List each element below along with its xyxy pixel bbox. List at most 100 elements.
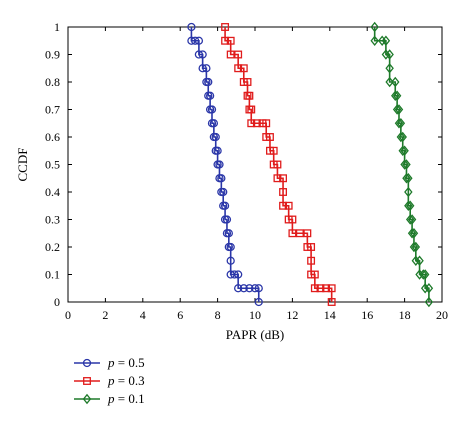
data-point bbox=[207, 105, 217, 114]
data-point bbox=[224, 229, 233, 238]
data-point bbox=[307, 256, 316, 265]
data-point bbox=[230, 270, 239, 279]
y-tick-label: 1 bbox=[54, 20, 60, 34]
data-point bbox=[391, 76, 400, 88]
data-point bbox=[273, 160, 282, 169]
data-point bbox=[391, 90, 400, 101]
x-tick-label: 10 bbox=[249, 308, 261, 322]
data-point bbox=[209, 119, 219, 128]
data-point bbox=[396, 118, 406, 129]
data-point bbox=[222, 215, 232, 224]
data-point bbox=[221, 23, 230, 31]
data-point bbox=[424, 283, 434, 294]
data-point bbox=[239, 284, 248, 293]
data-point bbox=[252, 119, 261, 128]
y-tick-label: 0.6 bbox=[45, 130, 60, 144]
data-point bbox=[194, 50, 204, 59]
data-point bbox=[310, 270, 319, 279]
data-point bbox=[398, 145, 407, 156]
data-point bbox=[405, 214, 415, 225]
data-point bbox=[405, 200, 415, 211]
legend-item: p = 0.5 bbox=[74, 355, 145, 370]
x-tick-label: 6 bbox=[177, 308, 183, 322]
data-point bbox=[239, 64, 248, 73]
legend-label-variable: p bbox=[107, 373, 115, 388]
data-point bbox=[279, 188, 287, 196]
data-point bbox=[213, 146, 222, 155]
legend-label-value: = 0.3 bbox=[115, 373, 145, 388]
legend-label-value: = 0.1 bbox=[115, 391, 145, 406]
data-point bbox=[407, 214, 417, 225]
data-point bbox=[279, 201, 287, 210]
y-tick-label: 0.1 bbox=[45, 268, 60, 282]
data-point bbox=[187, 22, 196, 32]
data-point bbox=[226, 50, 235, 59]
y-tick-label: 0.3 bbox=[45, 213, 60, 227]
data-point bbox=[234, 270, 243, 279]
series-2 bbox=[370, 21, 434, 308]
x-tick-label: 14 bbox=[324, 308, 336, 322]
data-point bbox=[254, 284, 263, 293]
series-line bbox=[373, 27, 430, 302]
data-point bbox=[234, 50, 243, 59]
data-point bbox=[424, 296, 434, 308]
data-point bbox=[219, 187, 228, 197]
data-point bbox=[273, 174, 282, 183]
data-point bbox=[215, 160, 224, 169]
data-point bbox=[398, 131, 407, 143]
data-point bbox=[245, 91, 254, 100]
legend-label-variable: p bbox=[107, 355, 115, 370]
data-point bbox=[402, 173, 411, 184]
legend-label-value: = 0.5 bbox=[115, 355, 145, 370]
data-point bbox=[419, 269, 428, 280]
data-point bbox=[198, 50, 207, 59]
data-point bbox=[234, 284, 243, 293]
data-point bbox=[400, 145, 409, 156]
data-point bbox=[310, 284, 319, 293]
x-tick-label: 2 bbox=[102, 308, 108, 322]
series-0 bbox=[187, 22, 263, 307]
data-point bbox=[221, 36, 230, 45]
y-tick-label: 0.9 bbox=[45, 48, 60, 62]
data-point bbox=[247, 105, 256, 114]
data-point bbox=[198, 64, 207, 73]
data-point bbox=[243, 78, 252, 86]
legend-label: p = 0.3 bbox=[107, 373, 145, 388]
data-point bbox=[220, 201, 230, 210]
y-axis: 0 0.1 0.2 0.3 0.4 0.5 0.6 0.7 0.8 0.9 1 bbox=[45, 20, 442, 309]
data-point bbox=[288, 229, 297, 238]
data-point bbox=[262, 119, 271, 128]
x-tick-label: 16 bbox=[361, 308, 373, 322]
y-tick-label: 0.7 bbox=[45, 103, 60, 117]
data-point bbox=[226, 256, 235, 265]
x-tick-label: 8 bbox=[215, 308, 221, 322]
data-point bbox=[394, 104, 404, 115]
x-tick-label: 20 bbox=[436, 308, 448, 322]
legend-label: p = 0.1 bbox=[107, 391, 145, 406]
data-point bbox=[411, 241, 421, 253]
data-point bbox=[396, 131, 406, 143]
data-point bbox=[385, 63, 394, 74]
data-point bbox=[245, 284, 254, 293]
y-tick-label: 0.4 bbox=[45, 185, 60, 199]
legend-marker bbox=[82, 393, 92, 405]
x-tick-label: 0 bbox=[65, 308, 71, 322]
data-point bbox=[204, 77, 213, 87]
legend-marker bbox=[82, 358, 92, 368]
data-point bbox=[327, 298, 336, 306]
x-axis-label: PAPR (dB) bbox=[226, 327, 284, 342]
data-point bbox=[284, 201, 293, 210]
data-point bbox=[217, 174, 226, 183]
data-point bbox=[385, 49, 394, 60]
legend-item: p = 0.1 bbox=[74, 391, 145, 406]
y-tick-label: 0 bbox=[54, 295, 60, 309]
data-point bbox=[226, 242, 235, 252]
series-1 bbox=[221, 23, 336, 306]
data-point bbox=[392, 104, 402, 115]
x-tick-label: 4 bbox=[140, 308, 146, 322]
data-point bbox=[191, 36, 200, 45]
data-point bbox=[250, 284, 260, 293]
data-point bbox=[202, 64, 211, 73]
data-point bbox=[327, 284, 336, 293]
data-point bbox=[400, 159, 409, 170]
